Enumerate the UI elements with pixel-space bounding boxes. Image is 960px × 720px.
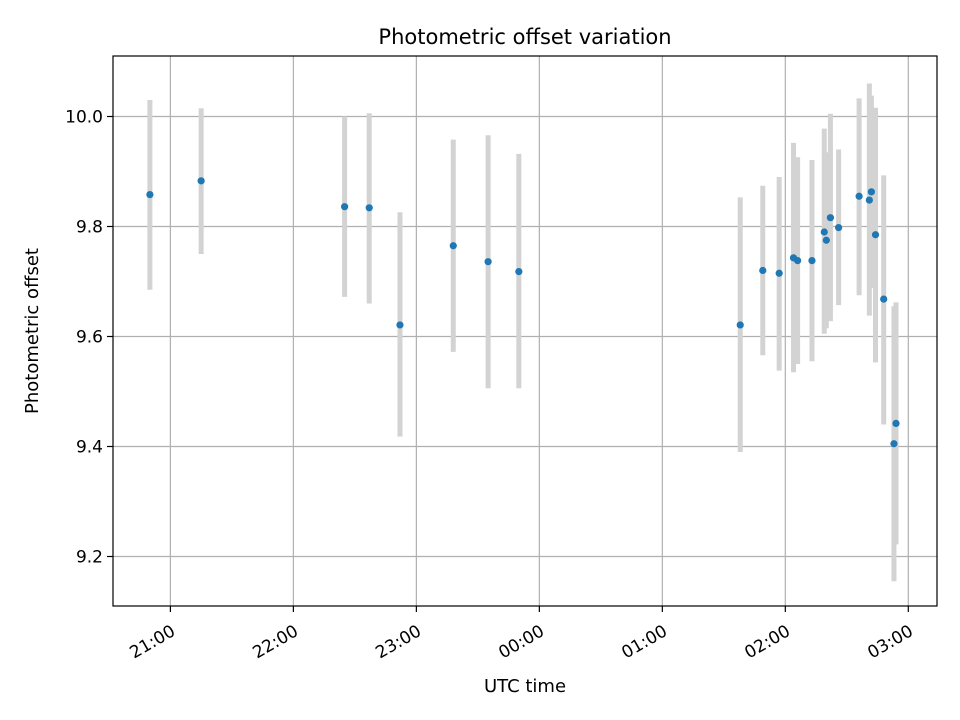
data-point	[835, 224, 843, 232]
data-point	[396, 321, 404, 329]
y-tick-label: 10.0	[65, 108, 103, 128]
data-point	[890, 440, 898, 448]
data-point	[826, 214, 835, 222]
data-points	[146, 177, 900, 448]
data-point	[484, 258, 492, 266]
y-tick-label: 9.2	[76, 548, 103, 568]
data-point	[880, 295, 888, 303]
x-tick-label: 03:00	[864, 621, 916, 663]
y-axis-title: Photometric offset	[22, 248, 43, 414]
x-tick-label: 02:00	[741, 621, 793, 663]
data-point	[449, 242, 457, 250]
data-point	[365, 204, 373, 212]
x-tick-label: 22:00	[249, 621, 301, 663]
data-point	[197, 177, 205, 185]
error-bars	[147, 83, 899, 582]
data-point	[794, 257, 802, 265]
x-axis-title: UTC time	[484, 676, 566, 697]
x-tick-label: 00:00	[495, 621, 547, 663]
chart-title: Photometric offset variation	[378, 25, 671, 49]
data-point	[820, 228, 828, 236]
data-point	[775, 269, 783, 277]
data-point	[808, 257, 816, 265]
x-tick-label: 21:00	[126, 621, 178, 663]
data-point	[341, 203, 349, 211]
x-tick-label: 23:00	[372, 621, 424, 663]
data-point	[865, 196, 873, 204]
data-point	[146, 191, 154, 199]
y-tick-label: 9.4	[76, 438, 103, 458]
data-point	[871, 231, 880, 239]
plot-area-frame	[112, 55, 938, 607]
data-point	[892, 419, 900, 427]
x-tick-label: 01:00	[618, 621, 670, 663]
data-point	[867, 188, 876, 196]
data-point	[515, 268, 523, 276]
data-point	[822, 236, 830, 244]
data-point	[759, 266, 767, 275]
axis-ticks: 21:00 22:00 23:00 00:00 01:00 02:00 03:00 9.2 9.…	[65, 108, 917, 664]
y-tick-label: 9.8	[76, 218, 103, 238]
y-tick-label: 9.6	[76, 328, 103, 348]
data-point	[855, 192, 863, 200]
data-point	[736, 321, 744, 329]
